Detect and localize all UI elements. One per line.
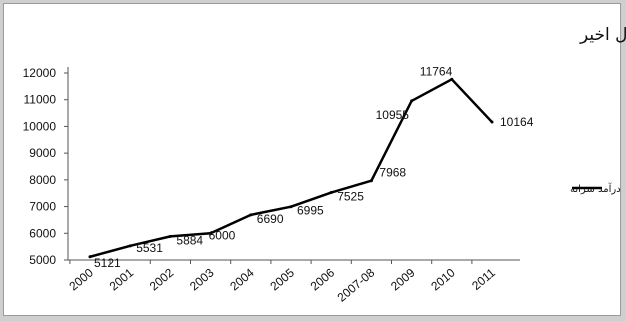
data-point bbox=[329, 191, 333, 195]
chart-title: نمودار شماره ۳: روند تغییرات درآمد سرانه… bbox=[579, 23, 626, 45]
y-tick-label: 8000 bbox=[29, 173, 56, 187]
y-tick-label: 11000 bbox=[24, 93, 57, 107]
data-point bbox=[249, 213, 253, 217]
x-tick-label: 2009 bbox=[388, 265, 418, 293]
x-tick-label: 2006 bbox=[308, 265, 338, 293]
series-line bbox=[89, 78, 493, 258]
y-tick-label: 6000 bbox=[29, 226, 56, 240]
plot-area: 5000 6000 7000 8000 9000 10000 11000 12000 2000 2… bbox=[23, 64, 621, 304]
data-label: 5531 bbox=[136, 241, 163, 255]
data-point bbox=[168, 234, 172, 238]
x-tick-label: 2000 bbox=[66, 265, 96, 293]
data-label: 6690 bbox=[257, 212, 284, 226]
data-label: 6995 bbox=[297, 204, 324, 218]
x-tick-label: 2003 bbox=[187, 265, 217, 293]
data-label: 7968 bbox=[379, 166, 406, 180]
data-point bbox=[128, 244, 132, 248]
data-label: 6000 bbox=[209, 228, 236, 242]
data-label: 5884 bbox=[176, 233, 203, 247]
data-point bbox=[289, 205, 293, 209]
y-tick-label: 9000 bbox=[29, 146, 56, 160]
x-tick-label: 2005 bbox=[267, 265, 297, 293]
y-tick-label: 12000 bbox=[23, 66, 57, 80]
data-point bbox=[450, 77, 454, 81]
chart-frame bbox=[3, 3, 621, 316]
legend-label: درآمد سرانه bbox=[570, 182, 621, 195]
data-label: 10164 bbox=[500, 115, 534, 129]
x-tick-label: 2004 bbox=[227, 265, 257, 293]
data-point bbox=[88, 255, 92, 259]
x-tick-label: 2002 bbox=[147, 265, 177, 293]
data-label: 5121 bbox=[94, 256, 121, 270]
x-tick-label: 2007-08 bbox=[335, 265, 378, 304]
data-label: 10955 bbox=[376, 108, 410, 122]
data-point bbox=[209, 231, 213, 235]
data-label: 11764 bbox=[420, 64, 453, 78]
x-tick-label: 2010 bbox=[428, 265, 458, 293]
data-point bbox=[490, 120, 494, 124]
y-tick-label: 7000 bbox=[29, 200, 56, 214]
x-tick-label: 2011 bbox=[469, 265, 498, 293]
data-label: 7525 bbox=[337, 190, 364, 204]
data-point bbox=[410, 99, 414, 103]
y-tick-label: 10000 bbox=[23, 119, 57, 133]
y-tick-label: 5000 bbox=[29, 253, 56, 267]
data-point bbox=[369, 179, 373, 183]
